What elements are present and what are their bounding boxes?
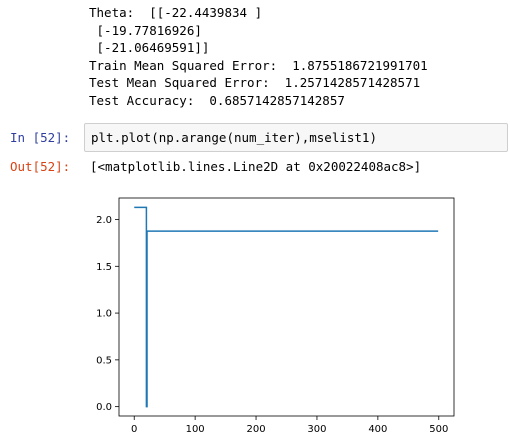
y-tick-label: 1.0 [96, 309, 112, 320]
y-tick-label: 1.5 [96, 262, 112, 273]
stdout-line: [-21.06469591]] [89, 40, 210, 56]
x-tick-label: 300 [307, 424, 326, 435]
code-text[interactable]: plt.plot(np.arange(num_iter),mselist1) [91, 130, 377, 145]
line-plot: 0 100 200 300 400 500 0.0 0.5 1.0 1.5 2.0 [96, 197, 455, 435]
x-tick-label: 400 [368, 424, 387, 435]
output-prompt: Out[52]: [10, 159, 71, 174]
stdout-line: Test Accuracy: 0.6857142857142857 [89, 92, 345, 108]
stdout-line: Test Mean Squared Error: 1.2571428571428… [89, 75, 421, 91]
input-prompt: In [52]: [10, 130, 71, 145]
x-tick-label: 500 [429, 424, 448, 435]
y-tick-label: 0.5 [96, 355, 112, 366]
y-tick-label: 2.0 [96, 215, 112, 226]
x-tick-label: 100 [186, 424, 205, 435]
x-tick-label: 0 [131, 424, 137, 435]
output-text: [<matplotlib.lines.Line2D at 0x20022408a… [90, 159, 422, 174]
code-input-cell[interactable]: plt.plot(np.arange(num_iter),mselist1) [84, 123, 508, 152]
stdout-line: Theta: [[-22.4439834 ] [89, 5, 263, 20]
plot-axes-frame [118, 197, 455, 417]
mse-series-line [134, 206, 439, 408]
y-tick-label: 0.0 [96, 402, 112, 413]
stdout-line: Train Mean Squared Error: 1.875518672199… [89, 57, 428, 73]
x-tick-label: 200 [246, 424, 265, 435]
stdout-output: Theta: [[-22.4439834 ] [-19.77816926] [-… [89, 4, 428, 110]
stdout-line: [-19.77816926] [89, 22, 202, 38]
